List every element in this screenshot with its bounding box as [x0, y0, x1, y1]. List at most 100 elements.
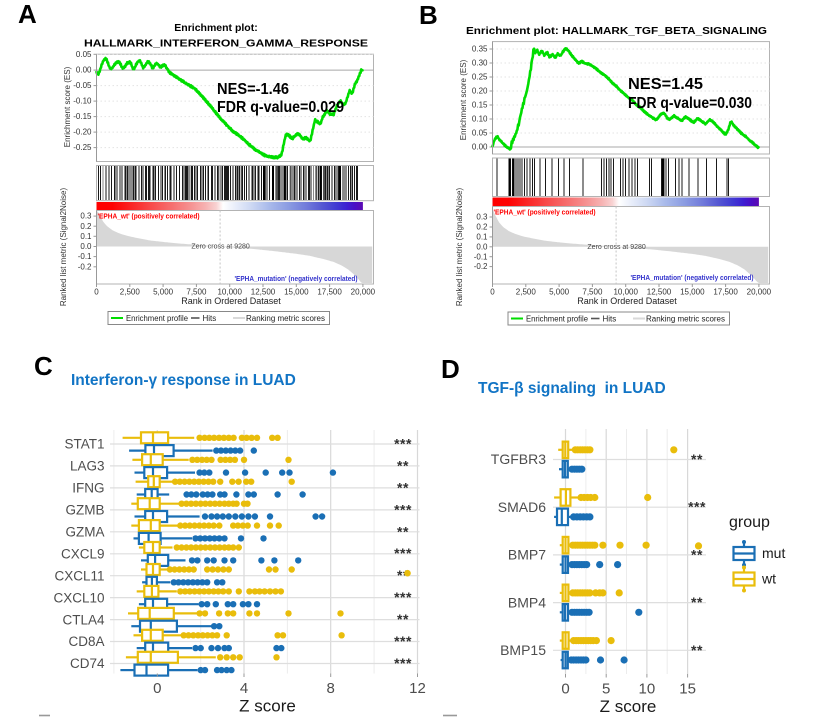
svg-text:Zero cross at 9280: Zero cross at 9280: [191, 244, 249, 251]
svg-text:***: ***: [394, 633, 412, 649]
svg-text:CD8A: CD8A: [68, 634, 104, 649]
svg-text:12,500: 12,500: [251, 288, 276, 297]
svg-text:0: 0: [94, 288, 99, 297]
svg-text:Zero cross at 9280: Zero cross at 9280: [587, 244, 645, 251]
svg-text:Ranked list metric (Signal2Noi: Ranked list metric (Signal2Noise): [59, 188, 68, 307]
svg-text:**: **: [397, 611, 409, 627]
svg-text:C: C: [34, 351, 53, 381]
svg-text:D: D: [441, 354, 460, 384]
svg-text:'EPHA_wt' (positively correlat: 'EPHA_wt' (positively correlated): [494, 208, 596, 217]
svg-text:Enrichment plot: HALLMARK_TGF_: Enrichment plot: HALLMARK_TGF_BETA_SIGNA…: [466, 25, 767, 37]
svg-text:0.2: 0.2: [476, 223, 488, 232]
svg-text:-0.05: -0.05: [73, 81, 92, 90]
svg-text:***: ***: [394, 545, 412, 561]
svg-text:0.15: 0.15: [472, 101, 488, 110]
svg-text:0.2: 0.2: [80, 222, 92, 231]
svg-text:***: ***: [688, 499, 706, 515]
svg-text:0.05: 0.05: [472, 129, 488, 138]
svg-text:0.0: 0.0: [476, 242, 488, 251]
svg-text:4: 4: [240, 680, 248, 697]
svg-text:0.05: 0.05: [76, 50, 92, 59]
svg-text:12: 12: [409, 680, 426, 697]
svg-text:17,500: 17,500: [713, 288, 738, 297]
svg-text:Ranking metric scores: Ranking metric scores: [646, 315, 725, 324]
svg-text:10: 10: [639, 681, 656, 698]
svg-text:**: **: [691, 546, 703, 562]
svg-text:0: 0: [561, 681, 569, 698]
svg-text:wt: wt: [761, 571, 776, 587]
svg-text:-0.20: -0.20: [73, 128, 92, 137]
svg-text:5,000: 5,000: [549, 288, 570, 297]
svg-text:HALLMARK_INTERFERON_GAMMA_RESP: HALLMARK_INTERFERON_GAMMA_RESPONSE: [84, 38, 368, 50]
svg-text:Ranked list metric (Signal2Noi: Ranked list metric (Signal2Noise): [455, 188, 464, 307]
svg-text:CXCL11: CXCL11: [54, 568, 104, 583]
svg-text:NES=1.45: NES=1.45: [628, 76, 703, 93]
svg-text:BMP15: BMP15: [500, 642, 546, 658]
svg-text:Hits: Hits: [203, 314, 217, 323]
svg-text:FDR q-value=0.030: FDR q-value=0.030: [628, 95, 752, 112]
svg-text:7,500: 7,500: [582, 288, 603, 297]
svg-text:SMAD6: SMAD6: [498, 499, 546, 515]
svg-text:Hits: Hits: [603, 315, 617, 324]
svg-text:10,000: 10,000: [217, 288, 242, 297]
svg-text:Interferon-γ response in LUAD: Interferon-γ response in LUAD: [71, 372, 296, 389]
svg-text:NES=-1.46: NES=-1.46: [217, 81, 289, 98]
svg-text:-0.1: -0.1: [78, 252, 92, 261]
svg-text:0.25: 0.25: [472, 73, 488, 82]
svg-text:0.20: 0.20: [472, 87, 488, 96]
svg-text:STAT1: STAT1: [64, 437, 104, 452]
svg-text:***: ***: [394, 501, 412, 517]
svg-text:**: **: [691, 642, 703, 658]
svg-text:Ranking metric scores: Ranking metric scores: [246, 314, 325, 323]
svg-text:8: 8: [327, 680, 335, 697]
svg-text:20,000: 20,000: [351, 288, 376, 297]
svg-text:20,000: 20,000: [747, 288, 772, 297]
svg-text:FDR q-value=0.029: FDR q-value=0.029: [217, 99, 344, 116]
svg-text:CXCL9: CXCL9: [61, 547, 105, 562]
svg-text:Rank in Ordered Dataset: Rank in Ordered Dataset: [181, 296, 281, 306]
svg-text:**: **: [397, 479, 409, 495]
svg-text:B: B: [419, 0, 438, 30]
svg-text:Z score: Z score: [600, 697, 657, 716]
svg-text:CTLA4: CTLA4: [62, 612, 105, 627]
svg-text:0.10: 0.10: [472, 115, 488, 124]
svg-text:12,500: 12,500: [647, 288, 672, 297]
svg-text:A: A: [18, 0, 37, 29]
svg-text:15,000: 15,000: [284, 288, 309, 297]
svg-text:LAG3: LAG3: [70, 459, 105, 474]
svg-text:0.1: 0.1: [80, 232, 92, 241]
svg-text:Enrichment score (ES): Enrichment score (ES): [63, 66, 72, 147]
svg-text:0.35: 0.35: [472, 45, 488, 54]
svg-text:IFNG: IFNG: [72, 481, 104, 496]
svg-text:0.00: 0.00: [76, 66, 92, 75]
svg-text:**: **: [691, 594, 703, 610]
svg-text:0.00: 0.00: [472, 143, 488, 152]
svg-text:0.3: 0.3: [80, 212, 92, 221]
svg-text:**: **: [397, 457, 409, 473]
svg-text:**: **: [397, 567, 409, 583]
svg-text:5,000: 5,000: [153, 288, 174, 297]
svg-text:Enrichment score (ES): Enrichment score (ES): [459, 59, 468, 140]
svg-text:0.1: 0.1: [476, 233, 488, 242]
svg-text:-0.25: -0.25: [73, 143, 92, 152]
svg-text:'EPHA_wt' (positively correlat: 'EPHA_wt' (positively correlated): [98, 212, 200, 221]
svg-text:BMP4: BMP4: [508, 594, 546, 610]
svg-text:-0.2: -0.2: [78, 262, 92, 271]
svg-text:group: group: [729, 514, 770, 531]
svg-text:15,000: 15,000: [680, 288, 705, 297]
svg-text:BMP7: BMP7: [508, 547, 546, 563]
svg-text:**: **: [691, 451, 703, 467]
svg-text:0.3: 0.3: [476, 213, 488, 222]
svg-text:Rank in Ordered Dataset: Rank in Ordered Dataset: [577, 296, 677, 306]
svg-text:Enrichment profile: Enrichment profile: [126, 314, 189, 323]
svg-text:GZMB: GZMB: [66, 503, 105, 518]
svg-text:2,500: 2,500: [120, 288, 141, 297]
svg-text:-0.15: -0.15: [73, 112, 92, 121]
svg-text:0.30: 0.30: [472, 59, 488, 68]
svg-text:'EPHA_mutation' (negatively co: 'EPHA_mutation' (negatively correlated): [235, 274, 358, 283]
svg-text:-0.1: -0.1: [474, 252, 488, 261]
svg-text:TGF-β signaling in LUAD: TGF-β signaling in LUAD: [478, 380, 666, 397]
svg-text:15: 15: [679, 681, 696, 698]
svg-text:17,500: 17,500: [317, 288, 342, 297]
svg-text:7,500: 7,500: [186, 288, 207, 297]
